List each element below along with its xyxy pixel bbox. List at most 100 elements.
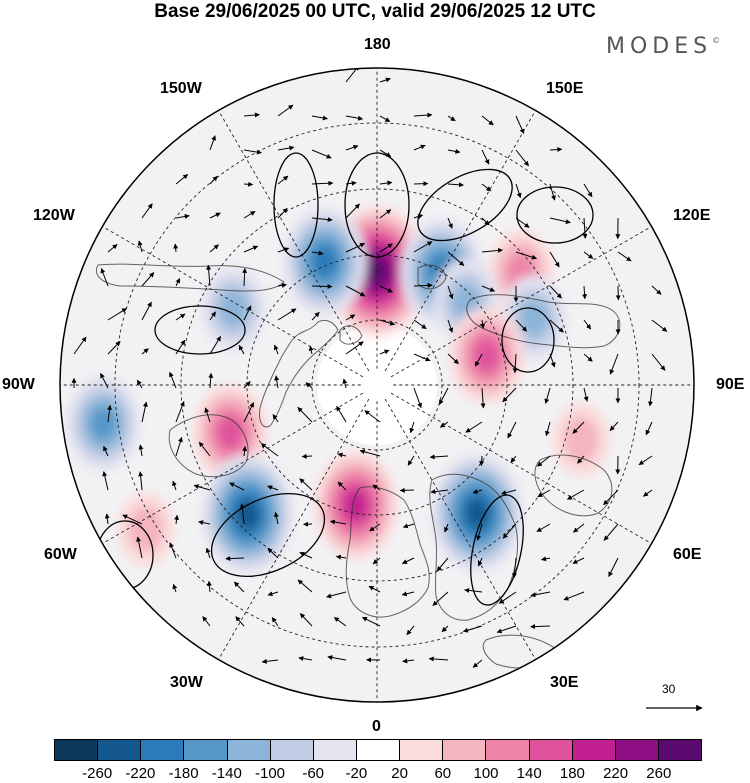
wind-vector (481, 115, 494, 126)
wind-vector (406, 625, 415, 636)
wind-vector (225, 556, 245, 562)
wind-vector (243, 305, 252, 321)
lon-label-60e: 60E (673, 546, 702, 563)
colorbar-tick-label: -140 (211, 765, 242, 782)
meridian-line (384, 398, 536, 660)
wind-vector (175, 313, 186, 321)
wind-vector (432, 591, 449, 606)
wind-vector (474, 353, 483, 367)
wind-vector (480, 319, 486, 329)
wind-vector (238, 344, 245, 355)
wind-vector (477, 557, 483, 567)
wind-vector (345, 314, 356, 321)
wind-vector (277, 207, 288, 219)
wind-vector (137, 240, 143, 253)
wind-vector (609, 353, 619, 375)
wind-vector (572, 421, 585, 434)
colorbar-tick-label: -100 (254, 765, 286, 782)
wind-vector (175, 339, 186, 355)
wind-vector (379, 180, 393, 186)
wind-vector (549, 147, 563, 152)
wind-vector (243, 402, 255, 423)
wind-vector (297, 579, 313, 593)
wind-vector (308, 345, 314, 355)
wind-vector (447, 115, 456, 122)
chart-title: Base 29/06/2025 00 UTC, valid 29/06/2025… (154, 1, 596, 22)
colorbar-swatch (485, 740, 529, 760)
wind-vector (209, 244, 219, 253)
wind-vector (651, 353, 666, 371)
wind-vector (465, 421, 483, 433)
wind-vector (583, 183, 593, 198)
colorbar-swatch (55, 740, 98, 760)
meridian-line (218, 110, 370, 372)
wind-vector (235, 616, 245, 627)
colorbar-tick-label: 220 (603, 765, 629, 782)
colorbar-swatch (183, 740, 227, 760)
wind-vector (267, 548, 279, 559)
wind-vector (277, 104, 294, 117)
wind-vector (277, 247, 290, 253)
wind-vector (243, 181, 254, 187)
wind-vector (536, 523, 551, 533)
wind-vector (305, 382, 313, 389)
wind-vector (447, 251, 465, 266)
colorbar-tick-label: 180 (559, 765, 585, 782)
wind-vector (271, 617, 279, 627)
wind-vector (413, 319, 427, 330)
wind-vector (267, 591, 279, 597)
wind-vector (573, 523, 585, 533)
colorbar-tick-label: 260 (646, 765, 672, 782)
wind-vector (476, 523, 483, 541)
wind-vector (430, 489, 449, 495)
brand-name: MODES (606, 34, 713, 59)
colorbar-swatch (226, 740, 270, 760)
wind-vector (243, 245, 259, 253)
wind-vector (447, 182, 464, 188)
colorbar-tick-label: -260 (82, 765, 113, 782)
wind-vector (372, 557, 381, 565)
wind-vector (169, 371, 177, 389)
wind-vector (645, 421, 653, 436)
wind-vector (603, 489, 619, 506)
wind-vector (379, 115, 391, 123)
wind-vector (462, 625, 483, 633)
wind-vector (515, 115, 525, 135)
lon-label-90w: 90W (2, 376, 35, 393)
geopotential-contours (96, 152, 594, 606)
wind-vector (175, 436, 183, 457)
wind-vector (345, 242, 366, 253)
colorbar-swatch (528, 740, 572, 760)
wind-vector (379, 285, 393, 293)
lon-label-150e: 150E (546, 80, 584, 97)
wind-vector (122, 514, 143, 525)
wind-vector (206, 264, 212, 287)
wind-vector (582, 285, 588, 300)
colorbar-swatch (614, 740, 658, 760)
wind-vector (549, 217, 571, 225)
wind-vector (141, 401, 148, 423)
lon-label-150w: 150W (160, 80, 202, 97)
wind-vector (364, 410, 381, 423)
wind-vector (577, 455, 585, 464)
wind-vector (198, 441, 211, 457)
wind-vector (100, 268, 109, 287)
wind-vector (481, 183, 492, 192)
wind-vector (379, 243, 393, 253)
wind-vector (329, 519, 347, 525)
wind-vector (205, 547, 211, 559)
wind-vector (141, 272, 155, 287)
wind-vector (102, 471, 109, 491)
wind-vector (198, 520, 211, 526)
wind-vector (507, 421, 517, 439)
meridian-line (390, 226, 652, 378)
wind-vector (583, 319, 592, 330)
wind-vector (379, 349, 390, 355)
wind-vector (208, 372, 214, 389)
wind-vector (174, 514, 180, 525)
colorbar-tick-label: 20 (391, 765, 408, 782)
wind-vector (515, 183, 522, 199)
wind-vector (242, 445, 248, 457)
colorbar-swatch (657, 740, 702, 760)
wind-vector (335, 554, 347, 560)
